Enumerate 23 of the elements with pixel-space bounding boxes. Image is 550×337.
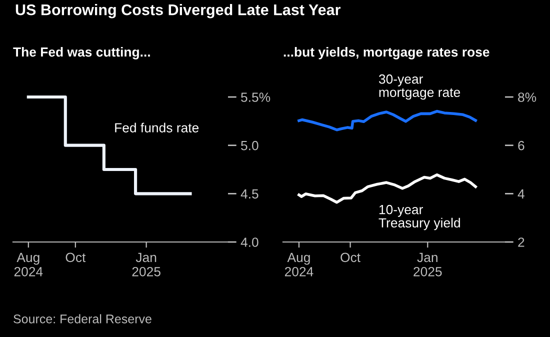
x-tick-label: Jan 2025 [414, 252, 442, 276]
source-note: Source: Federal Reserve [14, 314, 152, 324]
y-tick-label: 4.5 [240, 189, 258, 199]
chart-subtitle: The Fed was cutting... [13, 47, 150, 60]
y-tick-label: 4.0 [240, 238, 258, 247]
chart-subtitle: ...but yields, mortgage rates rose [284, 47, 490, 60]
y-tick-label: 4 [518, 189, 524, 198]
chart-title: US Borrowing Costs Diverged Late Last Year [16, 4, 341, 18]
y-tick-label: 5.5% [241, 92, 270, 102]
y-tick-label: 8% [518, 92, 536, 102]
x-tick-label: Oct [66, 252, 86, 262]
y-tick-label: 2 [518, 238, 524, 247]
series-label: 30-year mortgage rate [378, 74, 460, 100]
x-tick-label: Jan 2025 [132, 252, 160, 276]
x-tick-label: Oct [340, 252, 360, 262]
line-series [298, 173, 477, 204]
series-label: Fed funds rate [115, 122, 199, 132]
line-series [298, 110, 477, 132]
y-tick-label: 6 [518, 140, 524, 150]
x-tick-label: Aug 2024 [14, 252, 43, 276]
x-tick-label: Aug 2024 [284, 252, 314, 276]
y-tick-label: 5.0 [241, 140, 258, 150]
series-label: 10-year Treasury yield [378, 204, 460, 230]
